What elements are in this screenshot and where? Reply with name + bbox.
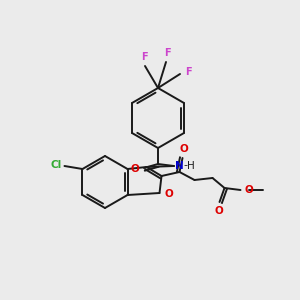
Text: N: N: [175, 161, 184, 171]
Text: H: H: [187, 161, 195, 171]
Text: O: O: [164, 189, 173, 199]
Text: O: O: [244, 185, 253, 195]
Text: O: O: [179, 144, 188, 154]
Text: F: F: [185, 67, 192, 77]
Text: Cl: Cl: [50, 160, 61, 170]
Text: -: -: [183, 160, 187, 170]
Text: O: O: [214, 206, 223, 216]
Text: F: F: [164, 48, 170, 58]
Text: O: O: [130, 164, 139, 174]
Text: F: F: [141, 52, 147, 62]
